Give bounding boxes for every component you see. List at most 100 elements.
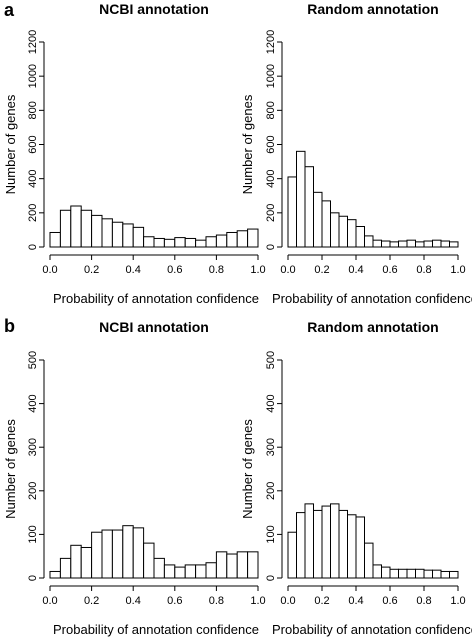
histogram-bar: [122, 223, 134, 248]
histogram-bar: [80, 546, 93, 579]
x-tick-label: 0.6: [167, 595, 182, 607]
histogram-bar: [226, 231, 238, 248]
histogram-bar: [321, 200, 331, 248]
y-axis-label: Number of genes: [240, 419, 255, 519]
histogram-chart: NCBI annotation 0 200 400 600 800 1000 1200 0.0 0…: [3, 1, 266, 306]
histogram-bar: [372, 564, 382, 579]
histogram-bar: [381, 566, 391, 579]
x-tick-label: 0.0: [280, 264, 295, 276]
histogram-bar: [184, 564, 197, 579]
histogram-bar: [91, 214, 103, 248]
x-tick-label: 0.6: [382, 595, 397, 607]
histogram-bar: [111, 529, 124, 579]
y-tick-label: 1200: [27, 30, 39, 54]
y-tick-label: 600: [265, 135, 277, 153]
histogram-bar: [381, 240, 391, 248]
histogram-bar: [338, 215, 348, 248]
x-tick-label: 1.0: [450, 264, 465, 276]
histogram-bar: [49, 231, 61, 248]
histogram-bar: [205, 562, 217, 579]
histogram-bar: [195, 564, 207, 579]
x-axis-label: Probability of annotation confidence: [53, 291, 259, 306]
histogram-bar: [132, 527, 145, 579]
x-tick-label: 0.2: [314, 264, 329, 276]
y-tick-label: 0: [27, 244, 39, 250]
x-tick-label: 0.2: [84, 595, 99, 607]
y-tick-label: 300: [265, 438, 277, 456]
histogram-bar: [70, 205, 82, 248]
y-axis-label: Number of genes: [3, 94, 18, 194]
histogram-bar: [287, 176, 297, 248]
chart-title: Random annotation: [307, 1, 438, 17]
histogram-bar: [195, 239, 207, 248]
y-tick-label: 300: [27, 438, 39, 456]
histogram-bar: [49, 570, 61, 579]
panel-letter-a: a: [4, 0, 15, 20]
y-axis-label: Number of genes: [3, 419, 18, 519]
y-tick-label: 1000: [265, 64, 277, 88]
x-tick-label: 1.0: [250, 595, 265, 607]
x-tick-label: 0.0: [42, 595, 57, 607]
x-tick-label: 0.6: [167, 264, 182, 276]
histogram-bar: [132, 226, 145, 248]
y-tick-label: 200: [27, 204, 39, 222]
histogram-bar: [304, 166, 314, 248]
x-tick-label: 0.0: [42, 264, 57, 276]
histogram-bar: [287, 531, 297, 579]
histogram-bar: [59, 557, 72, 579]
histogram-bar: [406, 239, 416, 248]
histogram-bar: [330, 212, 340, 248]
x-axis-label: Probability of annotation confidence: [272, 622, 472, 637]
histogram-bar: [247, 228, 259, 248]
histogram-bar: [432, 569, 442, 579]
histogram-bar: [247, 551, 259, 579]
histogram-bar: [338, 509, 348, 579]
histogram-bar: [153, 557, 165, 579]
y-tick-label: 200: [265, 204, 277, 222]
y-tick-label: 1000: [27, 64, 39, 88]
histogram-bar: [296, 150, 306, 248]
histogram-bar: [80, 209, 93, 248]
histogram-bar: [174, 566, 186, 579]
histogram-bar: [398, 240, 408, 248]
histogram-bar: [449, 570, 459, 579]
histogram-bar: [313, 509, 323, 579]
y-tick-label: 400: [27, 169, 39, 187]
histogram-chart: Random annotation 0 200 400 600 800 1000 1200 0.…: [240, 1, 472, 306]
histogram-bar: [347, 514, 357, 579]
y-tick-label: 600: [27, 135, 39, 153]
histogram-bar: [432, 239, 442, 248]
histogram-bar: [415, 241, 425, 248]
y-tick-label: 500: [265, 351, 277, 369]
y-axis-label: Number of genes: [240, 94, 255, 194]
histogram-bar: [372, 239, 382, 248]
x-tick-label: 0.8: [416, 264, 431, 276]
histogram-bar: [364, 235, 374, 248]
histogram-bar: [415, 568, 425, 579]
x-axis-label: Probability of annotation confidence: [53, 622, 259, 637]
histogram-bar: [91, 531, 103, 579]
histogram-bar: [296, 512, 306, 579]
histogram-chart: Random annotation 0 100 200 300 400 500 0.0 0.2 0…: [240, 319, 472, 637]
x-tick-label: 0.2: [314, 595, 329, 607]
x-tick-label: 0.2: [84, 264, 99, 276]
y-tick-label: 0: [265, 575, 277, 581]
histogram-bar: [101, 529, 113, 579]
histogram-bar: [153, 237, 165, 248]
histogram-bar: [355, 516, 365, 579]
histogram-bar: [184, 237, 197, 248]
x-tick-label: 0.8: [209, 264, 224, 276]
x-tick-label: 0.4: [126, 595, 141, 607]
x-tick-label: 0.8: [209, 595, 224, 607]
x-tick-label: 1.0: [250, 264, 265, 276]
histogram-bar: [101, 218, 113, 248]
panel-letter-b: b: [4, 316, 15, 336]
histogram-bar: [440, 240, 450, 248]
histogram-bar: [440, 570, 450, 579]
histogram-bar: [70, 544, 82, 579]
y-tick-label: 800: [265, 101, 277, 119]
histogram-bar: [347, 219, 357, 248]
y-tick-label: 100: [27, 525, 39, 543]
x-tick-label: 0.4: [126, 264, 141, 276]
